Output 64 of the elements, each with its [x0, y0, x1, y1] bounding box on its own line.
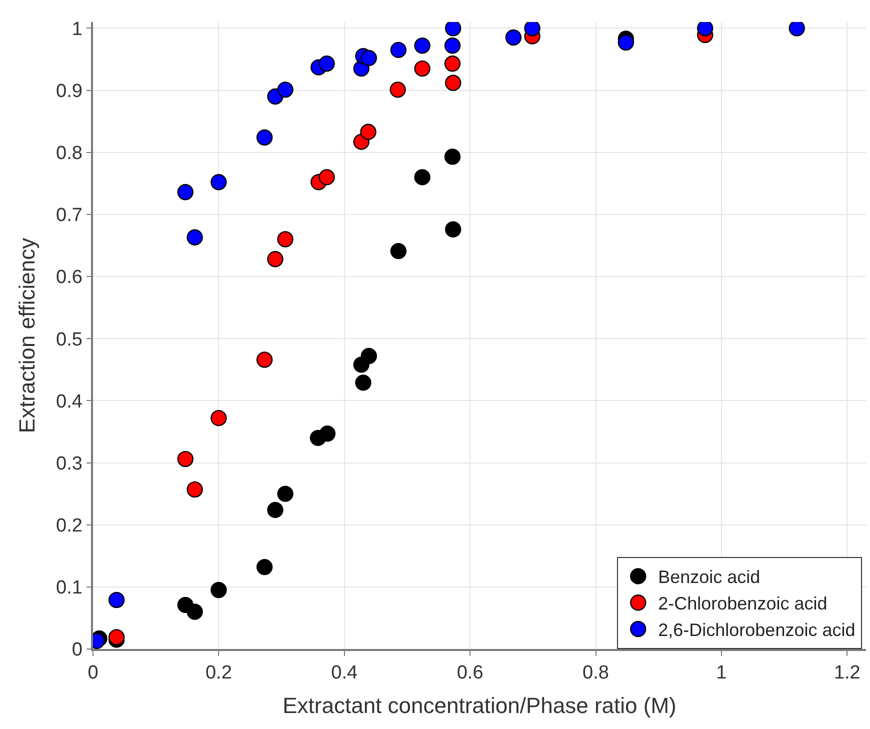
point [505, 29, 522, 46]
point [256, 352, 273, 368]
x-tick-label: 0 [88, 662, 98, 684]
point [444, 37, 461, 54]
point [186, 604, 203, 620]
y-tick-label: 0.8 [56, 143, 82, 164]
y-tick-label: 0.5 [56, 329, 82, 350]
y-tick-label: 0.2 [56, 515, 82, 536]
point [697, 22, 714, 36]
point [524, 22, 540, 36]
point [210, 582, 227, 598]
legend-label: 2,6-Dichlorobenzoic acid [658, 620, 856, 640]
point [444, 55, 461, 72]
y-tick-label: 0.3 [56, 453, 82, 474]
point [318, 169, 335, 186]
x-tick-label: 1 [716, 662, 727, 684]
x-axis-title: Extractant concentration/Phase ratio (M) [282, 692, 676, 718]
y-tick-label: 0.4 [56, 391, 83, 412]
point [267, 502, 284, 518]
legend-label: Benzoic acid [658, 567, 760, 588]
y-tick-label: 0 [72, 640, 82, 661]
point [444, 148, 461, 165]
point [445, 22, 462, 36]
point [318, 55, 335, 72]
point [277, 82, 294, 98]
point [445, 74, 462, 91]
y-tick-label: 0.9 [56, 80, 82, 102]
point [618, 34, 634, 51]
point [360, 50, 377, 66]
point [414, 60, 430, 77]
point [355, 374, 372, 391]
y-axis-title: Extraction efficiency [14, 238, 40, 434]
y-tick-label: 0.1 [56, 578, 82, 599]
y-tick-label: 0.7 [56, 205, 82, 226]
point [360, 348, 377, 364]
point [390, 42, 407, 58]
y-tick-label: 1 [72, 18, 82, 40]
point [414, 37, 430, 54]
point [267, 251, 284, 268]
point [414, 169, 430, 186]
point [177, 450, 194, 468]
point [177, 184, 194, 200]
point [277, 231, 294, 248]
point [210, 410, 227, 426]
point [210, 174, 227, 190]
point [445, 221, 462, 238]
point [186, 481, 203, 498]
x-tick-label: 0.4 [331, 662, 358, 684]
legend-label: 2-Chlorobenzoic acid [658, 594, 828, 614]
point [319, 425, 336, 442]
point [256, 129, 273, 146]
point [390, 82, 406, 98]
x-tick-label: 1.2 [834, 662, 860, 684]
point [788, 22, 805, 36]
x-tick-label: 0.2 [205, 662, 232, 684]
x-tick-label: 0.6 [456, 662, 484, 684]
point [256, 558, 273, 576]
point [390, 242, 407, 260]
y-tick-label: 0.6 [56, 267, 82, 288]
point [108, 592, 125, 608]
point [277, 486, 294, 502]
point [186, 229, 203, 246]
x-tick-label: 0.8 [582, 662, 609, 684]
point [360, 124, 376, 140]
